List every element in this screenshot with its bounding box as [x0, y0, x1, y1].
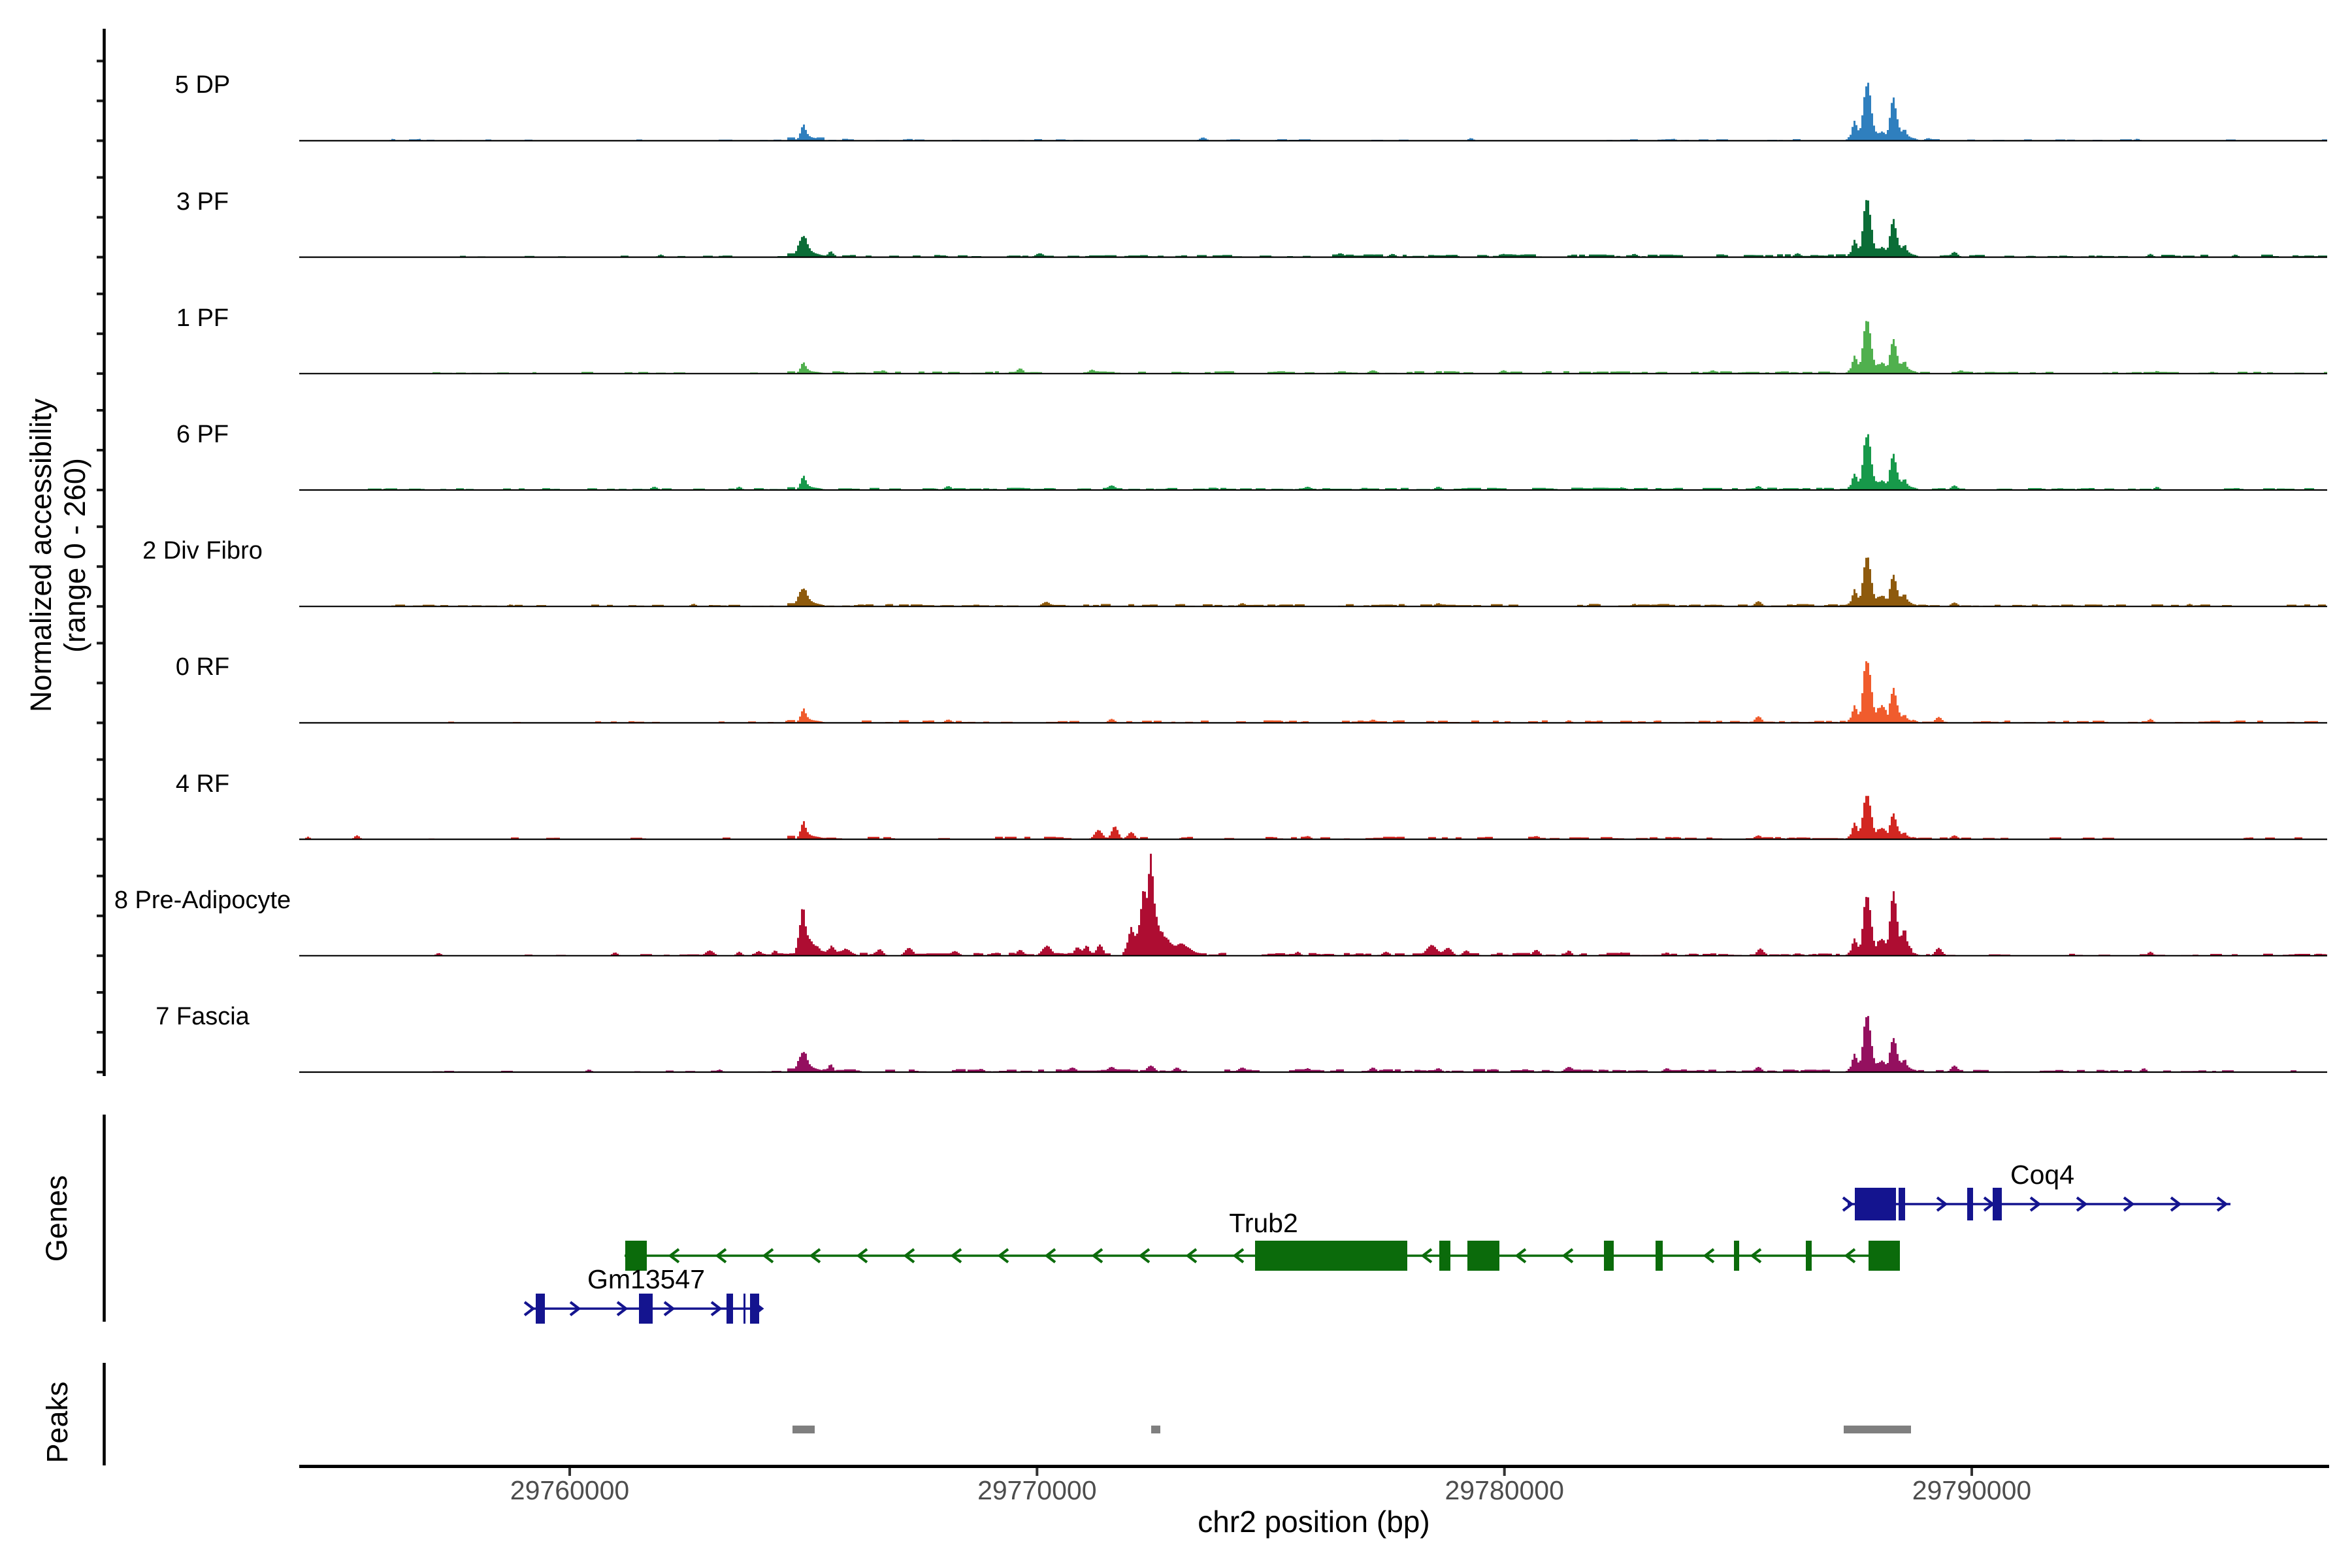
svg-text:29760000: 29760000	[510, 1475, 629, 1505]
svg-text:Genes: Genes	[40, 1175, 73, 1262]
svg-text:2 Div Fibro: 2 Div Fibro	[142, 537, 263, 564]
svg-text:Normalized accessibility: Normalized accessibility	[24, 398, 57, 712]
svg-text:3 PF: 3 PF	[176, 188, 229, 216]
svg-text:1 PF: 1 PF	[176, 304, 229, 332]
svg-text:4 RF: 4 RF	[176, 770, 229, 798]
svg-text:Coq4: Coq4	[2010, 1160, 2074, 1190]
svg-text:Gm13547: Gm13547	[587, 1264, 705, 1294]
svg-text:6 PF: 6 PF	[176, 421, 229, 448]
svg-text:Peaks: Peaks	[41, 1381, 74, 1463]
svg-text:8 Pre-Adipocyte: 8 Pre-Adipocyte	[114, 887, 291, 914]
svg-text:29780000: 29780000	[1445, 1475, 1563, 1505]
svg-text:(range 0 - 260): (range 0 - 260)	[58, 458, 91, 653]
svg-text:Trub2: Trub2	[1229, 1208, 1298, 1238]
svg-text:7 Fascia: 7 Fascia	[155, 1003, 250, 1030]
svg-text:0 RF: 0 RF	[176, 653, 229, 681]
svg-text:chr2 position (bp): chr2 position (bp)	[1198, 1505, 1429, 1539]
svg-text:5 DP: 5 DP	[175, 71, 230, 99]
svg-text:29770000: 29770000	[977, 1475, 1096, 1505]
svg-text:29790000: 29790000	[1912, 1475, 2031, 1505]
